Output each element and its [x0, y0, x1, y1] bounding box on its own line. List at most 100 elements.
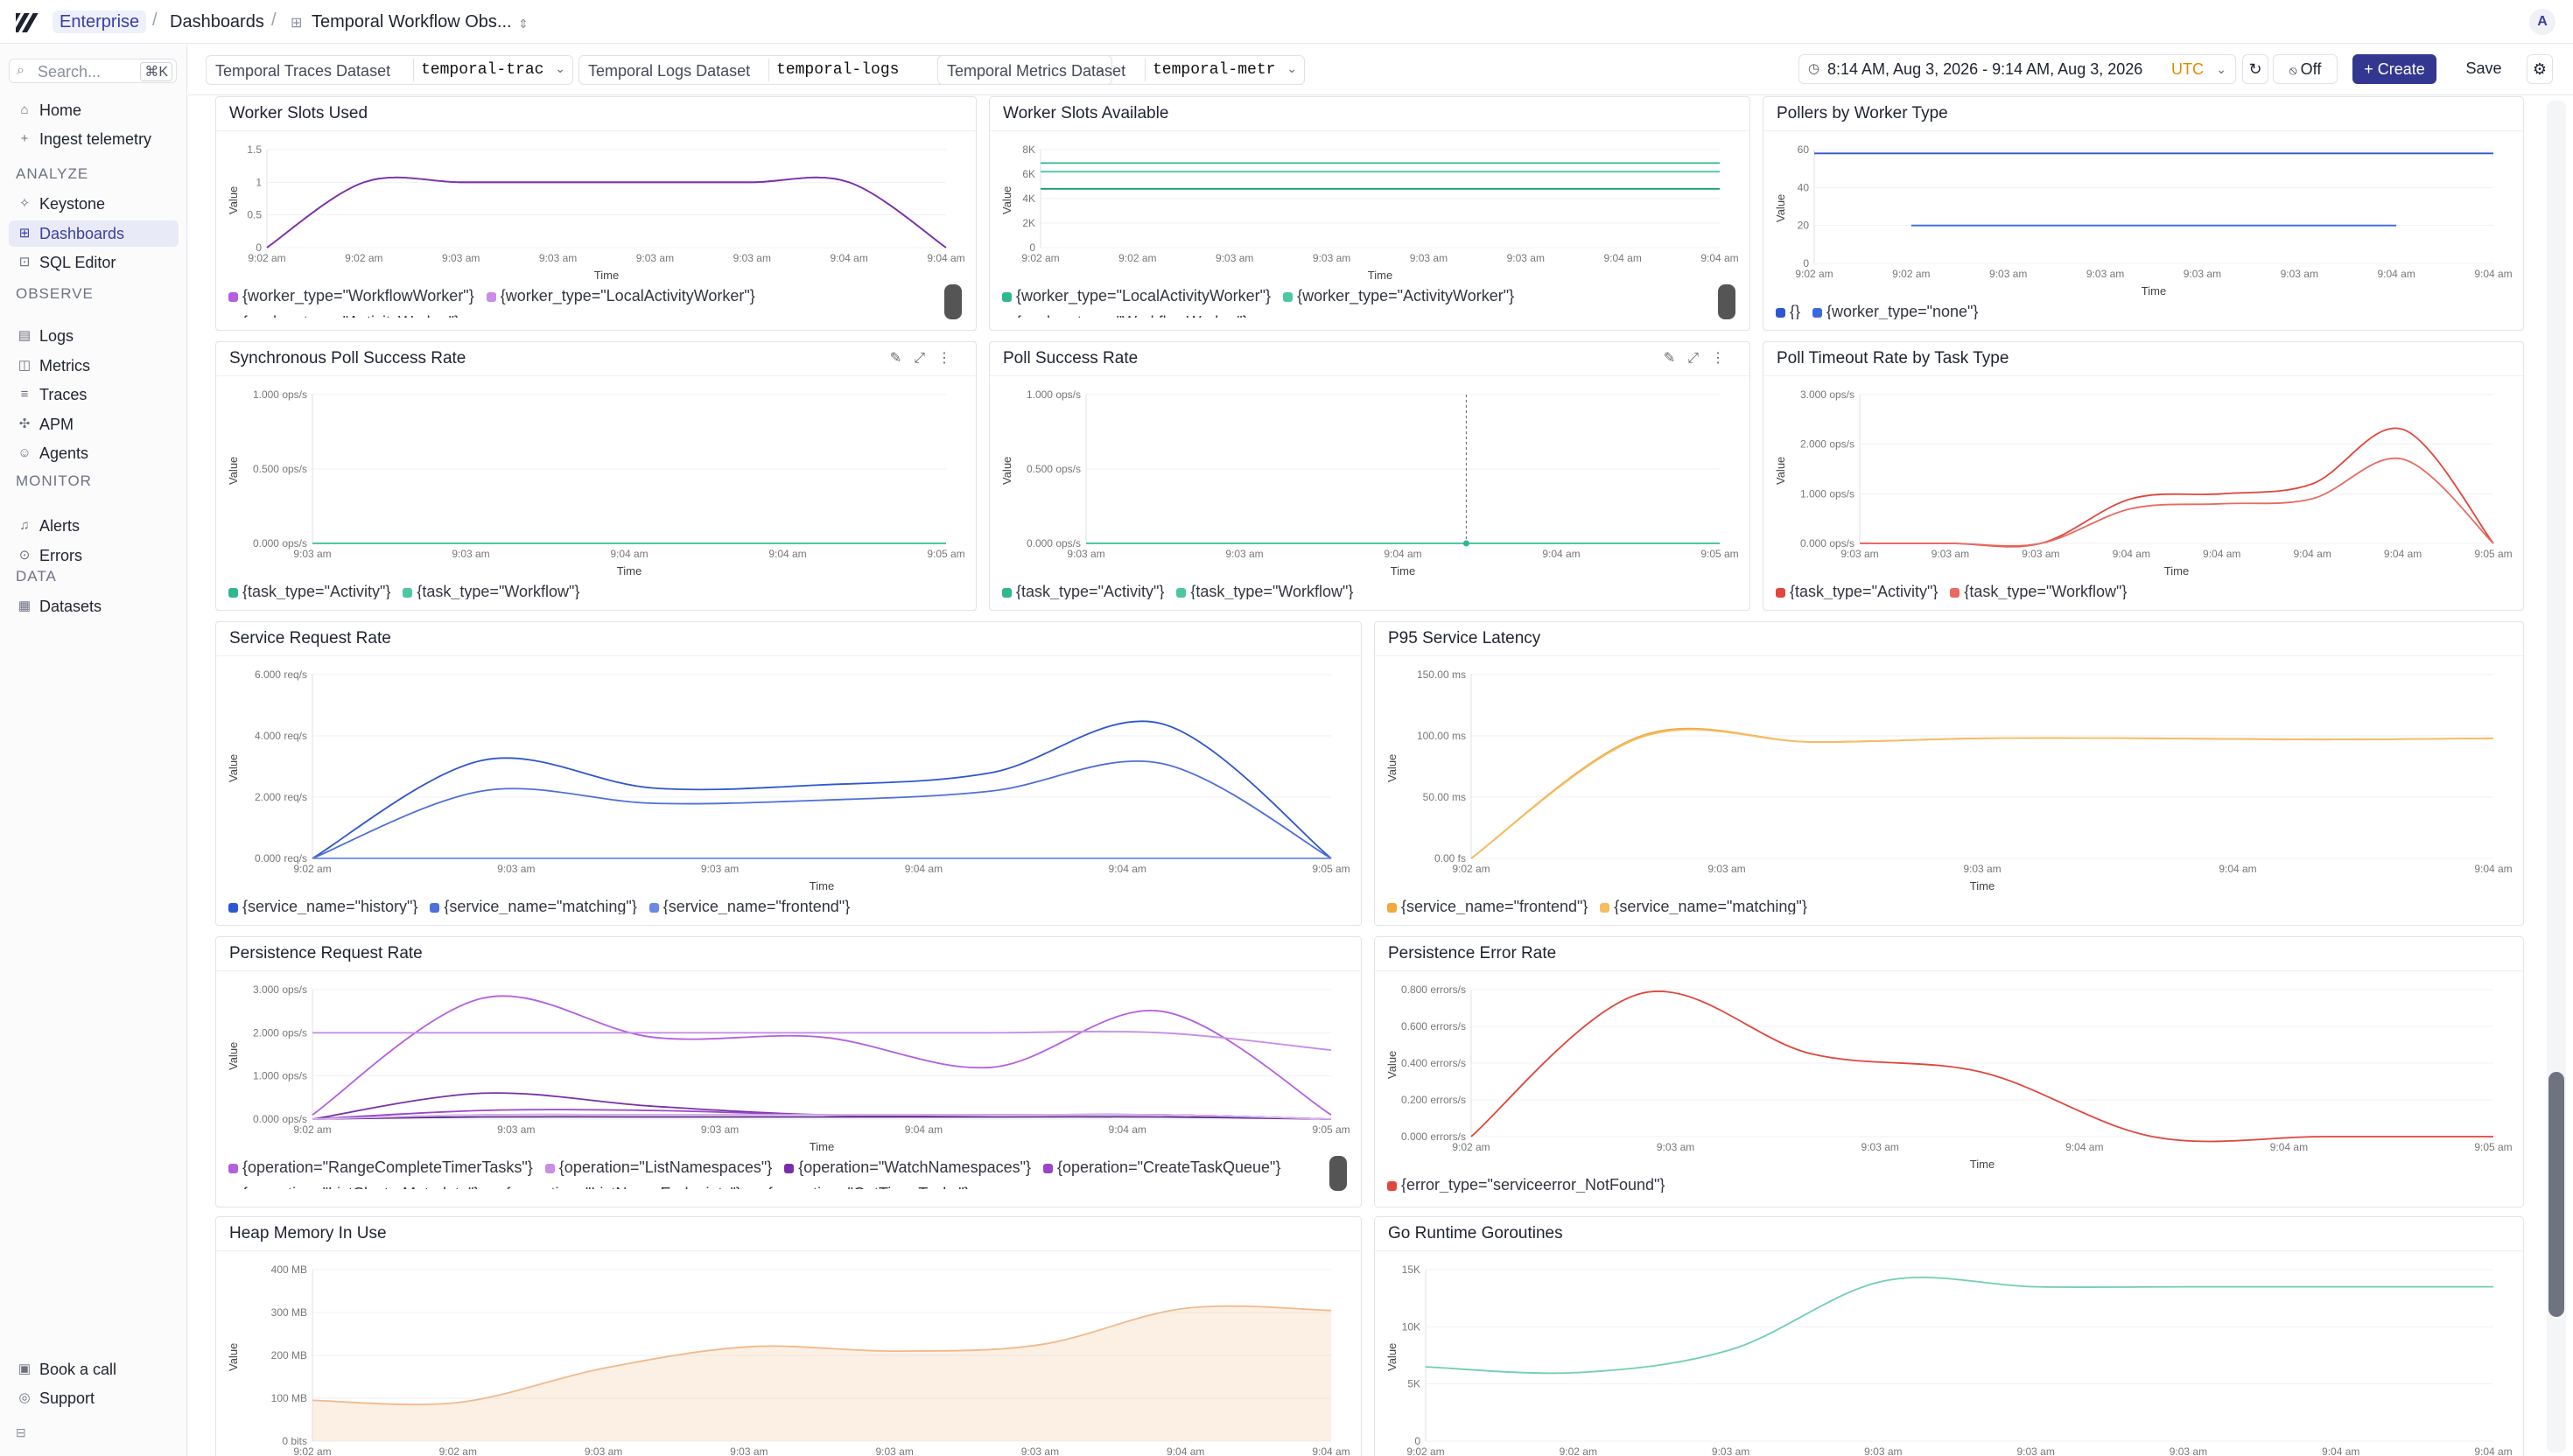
series-line-2[interactable] — [266, 176, 947, 248]
create-button[interactable]: + Create — [2352, 54, 2436, 84]
more-icon[interactable]: ⋮ — [937, 351, 964, 366]
sidebar-item-alerts[interactable]: ♫ Alerts — [9, 513, 179, 539]
y-tick-label: 0.5 — [247, 209, 262, 221]
sidebar-item-ingest-telemetry[interactable]: + Ingest telemetry — [9, 126, 179, 152]
expand-icon[interactable]: ⤢ — [1687, 351, 1711, 366]
scrollbar-thumb[interactable] — [2548, 1072, 2564, 1317]
traces-dataset-select[interactable]: Temporal Traces Dataset temporal-trac ⌄ — [206, 55, 573, 85]
search-input[interactable]: ⌕ Search... ⌘K — [9, 59, 177, 83]
avatar[interactable]: A — [2529, 9, 2555, 35]
dashboard-scrollbar[interactable] — [2547, 101, 2566, 1452]
legend-label: {worker_type="ActivityWorker"} — [1297, 287, 1515, 304]
legend-item[interactable]: {service_name="matching"} — [1600, 893, 1807, 914]
legend-item[interactable]: {operation="WatchNamespaces"} — [784, 1154, 1031, 1180]
legend-item[interactable]: {task_type="Activity"} — [1002, 578, 1164, 599]
legend-scroll-handle[interactable] — [1329, 1156, 1347, 1191]
hover-point[interactable] — [1462, 540, 1469, 547]
sidebar-item-label: Home — [39, 102, 82, 119]
legend-item[interactable]: {error_type="serviceerror_NotFound"} — [1387, 1172, 1665, 1193]
legend-item[interactable]: {operation="ListClusterMetadata"} — [228, 1180, 479, 1189]
breadcrumb-dashboard-title[interactable]: Temporal Workflow Obs... — [312, 12, 512, 32]
breadcrumb-dashboards[interactable]: Dashboards — [170, 12, 264, 32]
settings-button[interactable]: ⚙ — [2527, 54, 2553, 84]
series-line-0[interactable] — [1859, 427, 2494, 548]
sidebar-item-errors[interactable]: ⊙ Errors — [9, 542, 179, 569]
legend-scroll-handle[interactable] — [944, 284, 962, 319]
legend-item[interactable]: {task_type="Activity"} — [1776, 578, 1938, 599]
legend-item[interactable]: {operation="ListNexusEndpoints"} — [491, 1180, 740, 1189]
series-line-0[interactable] — [1425, 1277, 2493, 1375]
legend-item[interactable]: {worker_type="none"} — [1812, 298, 1978, 319]
logs-dataset-select[interactable]: Temporal Logs Dataset temporal-logs ⌄ — [578, 55, 1112, 85]
legend-item[interactable]: {worker_type="ActivityWorker"} — [1283, 283, 1514, 309]
sidebar-item-book-a-call[interactable]: ▣ Book a call — [9, 1356, 179, 1382]
legend-item[interactable]: {worker_type="ActivityWorker"} — [228, 309, 459, 318]
collapse-sidebar-icon[interactable]: ⊟ — [16, 1425, 26, 1439]
sidebar-item-logs[interactable]: ▤ Logs — [9, 323, 179, 349]
x-tick-label: 9:03 am — [1963, 863, 2001, 875]
series-line-1[interactable] — [1470, 728, 2494, 859]
sidebar-item-keystone[interactable]: ✧ Keystone — [9, 191, 179, 217]
series-line-0[interactable] — [312, 1305, 1332, 1406]
metrics-dataset-select[interactable]: Temporal Metrics Dataset temporal-metr ⌄ — [937, 55, 1305, 85]
sidebar-item-home[interactable]: ⌂ Home — [9, 97, 179, 123]
series-line-4[interactable] — [312, 1116, 1332, 1120]
legend-item[interactable]: {task_type="Workflow"} — [1176, 578, 1353, 599]
sidebar-item-metrics[interactable]: ◫ Metrics — [9, 353, 179, 379]
series-line-0[interactable] — [1470, 990, 2493, 1143]
legend-label: {task_type="Activity"} — [1016, 583, 1165, 599]
legend-scroll-handle[interactable] — [1718, 284, 1735, 319]
legend-item[interactable]: {service_name="frontend"} — [649, 893, 850, 914]
expand-icon[interactable]: ⤢ — [914, 351, 937, 366]
chevron-updown-icon[interactable]: ⇕ — [518, 17, 529, 31]
panel-header-divider — [1375, 1250, 2523, 1251]
series-line-0[interactable] — [312, 720, 1332, 859]
legend-item[interactable]: {worker_type="LocalActivityWorker"} — [486, 283, 755, 309]
legend-item[interactable]: {task_type="Workflow"} — [1950, 578, 2127, 599]
sidebar-item-dashboards[interactable]: ⊞ Dashboards — [9, 220, 179, 247]
sidebar-item-sql-editor[interactable]: ⊡ SQL Editor — [9, 249, 179, 276]
edit-icon[interactable]: ✎ — [889, 351, 915, 366]
panel-title: Go Runtime Goroutines — [1388, 1224, 1563, 1242]
legend-item[interactable]: {worker_type="WorkflowWorker"} — [228, 283, 474, 309]
more-icon[interactable]: ⋮ — [1711, 351, 1737, 366]
series-line-1[interactable] — [312, 760, 1332, 859]
auto-refresh-toggle[interactable]: ⦸ Off — [2273, 54, 2338, 84]
series-line-1[interactable] — [1859, 457, 2494, 547]
refresh-button[interactable]: ↻ — [2242, 54, 2268, 84]
sidebar-item-support[interactable]: ◎ Support — [9, 1385, 179, 1411]
edit-icon[interactable]: ✎ — [1663, 351, 1688, 366]
legend-item[interactable]: {task_type="Workflow"} — [403, 578, 579, 599]
legend-item[interactable]: {} — [1776, 298, 1800, 319]
sidebar-item-apm[interactable]: ✣ APM — [9, 411, 179, 438]
legend-item[interactable]: {worker_type="WorkflowWorker"} — [1002, 309, 1248, 318]
legend-item[interactable]: {worker_type="LocalActivityWorker"} — [1002, 283, 1271, 309]
save-button[interactable]: Save — [2457, 54, 2511, 84]
legend-label: {service_name="matching"} — [1614, 898, 1807, 914]
sidebar-item-label: Ingest telemetry — [39, 130, 152, 148]
sidebar-item-agents[interactable]: ☺ Agents — [9, 440, 179, 466]
x-tick-label: 9:02 am — [1021, 252, 1059, 264]
legend-item[interactable]: {operation="GetTimerTasks"} — [754, 1180, 970, 1189]
series-line-1[interactable] — [266, 176, 947, 248]
time-range-picker[interactable]: ◷ 8:14 AM, Aug 3, 2026 - 9:14 AM, Aug 3,… — [1798, 54, 2236, 84]
series-line-0[interactable] — [1470, 727, 2494, 859]
breadcrumb-enterprise[interactable]: Enterprise — [53, 10, 147, 33]
series-line-6[interactable] — [312, 1113, 1332, 1120]
sidebar-item-traces[interactable]: ≡ Traces — [9, 382, 179, 408]
series-line-1[interactable] — [312, 1030, 1332, 1051]
series-line-0[interactable] — [266, 176, 947, 248]
sidebar-item-datasets[interactable]: ▦ Datasets — [9, 593, 179, 620]
series-line-0[interactable] — [312, 995, 1332, 1116]
legend-item[interactable]: {operation="CreateTaskQueue"} — [1043, 1154, 1280, 1180]
x-tick-label: 9:04 am — [905, 1124, 943, 1136]
legend-item[interactable]: {service_name="frontend"} — [1387, 893, 1588, 914]
legend-item[interactable]: {operation="RangeCompleteTimerTasks"} — [228, 1154, 533, 1180]
logo-icon[interactable] — [16, 10, 40, 34]
y-tick-label: 0.000 req/s — [255, 852, 307, 864]
legend-item[interactable]: {operation="ListNamespaces"} — [544, 1154, 772, 1180]
legend-item[interactable]: {task_type="Activity"} — [228, 578, 390, 599]
legend-item[interactable]: {service_name="matching"} — [430, 893, 637, 914]
y-tick-label: 0.000 errors/s — [1401, 1130, 1466, 1143]
legend-item[interactable]: {service_name="history"} — [228, 893, 417, 914]
